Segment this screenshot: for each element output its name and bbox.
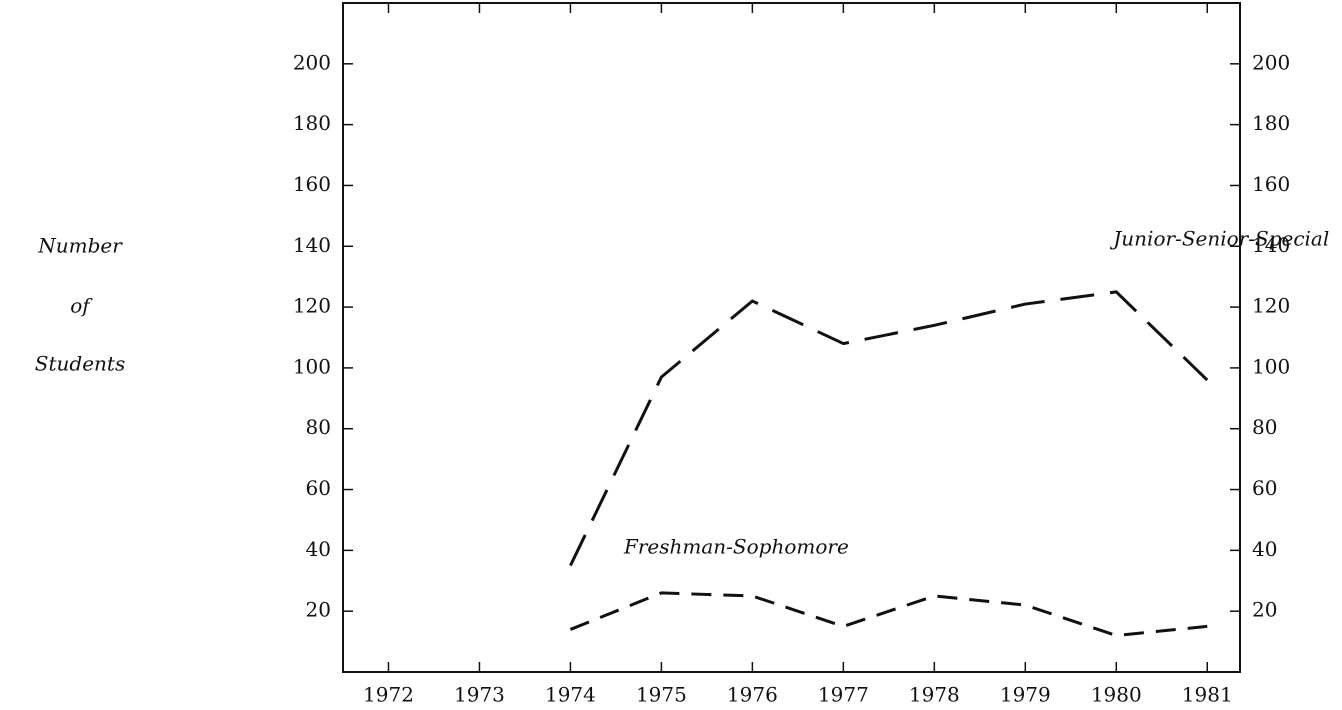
y-tick-label: 180 — [293, 111, 331, 135]
y2-tick-label: 160 — [1252, 172, 1290, 196]
y-tick-label: 20 — [306, 598, 331, 622]
x-tick-label: 1972 — [363, 683, 414, 707]
x-tick-label: 1977 — [818, 683, 869, 707]
x-tick-label: 1975 — [636, 683, 687, 707]
y-label: of — [70, 294, 93, 318]
y2-tick-label: 60 — [1252, 476, 1277, 500]
y-tick-label: 160 — [293, 172, 331, 196]
x-tick-label: 1978 — [909, 683, 960, 707]
y-tick-label: 100 — [293, 354, 331, 378]
y2-tick-label: 100 — [1252, 354, 1290, 378]
series-label: Freshman-Sophomore — [623, 534, 849, 558]
x-tick-label: 1976 — [727, 683, 778, 707]
y-tick-label: 200 — [293, 50, 331, 74]
x-tick-label: 1981 — [1182, 683, 1233, 707]
y-tick-label: 120 — [293, 294, 331, 318]
y2-tick-label: 80 — [1252, 415, 1277, 439]
y2-tick-label: 140 — [1252, 233, 1290, 257]
series-line — [569, 290, 1209, 567]
series-line — [569, 591, 1208, 638]
x-tick-label: 1979 — [1000, 683, 1051, 707]
y-tick-label: 80 — [306, 415, 331, 439]
y2-tick-label: 180 — [1252, 111, 1290, 135]
plot-frame — [342, 2, 1241, 673]
y-tick-label: 140 — [293, 233, 331, 257]
y2-tick-label: 40 — [1252, 537, 1277, 561]
x-tick-label: 1980 — [1091, 683, 1142, 707]
y-label: Number — [37, 234, 123, 258]
y2-tick-label: 20 — [1252, 598, 1277, 622]
series-label: Junior-Senior-Special — [1109, 226, 1329, 250]
y2-tick-label: 120 — [1252, 294, 1290, 318]
x-tick-label: 1973 — [454, 683, 505, 707]
x-tick-label: 1974 — [545, 683, 596, 707]
y-tick-label: 40 — [306, 537, 331, 561]
y2-tick-label: 200 — [1252, 50, 1290, 74]
y-label: Students — [35, 352, 125, 376]
y-tick-label: 60 — [306, 476, 331, 500]
